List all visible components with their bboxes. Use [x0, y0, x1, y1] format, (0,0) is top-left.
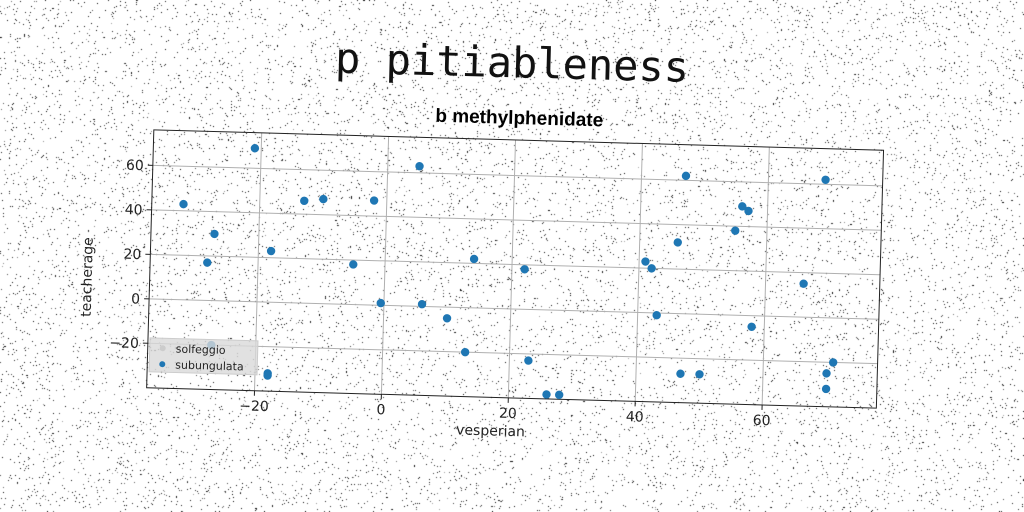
- data-point: [442, 314, 452, 323]
- data-point: [415, 162, 424, 171]
- data-point: [349, 260, 358, 269]
- data-point: [520, 265, 529, 274]
- y-gridline: [150, 253, 881, 276]
- data-point: [554, 390, 564, 400]
- data-point: [369, 196, 379, 205]
- y-gridline: [152, 164, 883, 187]
- y-tick-label: 0: [131, 291, 140, 307]
- data-points: [179, 144, 838, 400]
- legend-entry-subungulata: subungulata: [175, 359, 244, 374]
- data-point: [821, 384, 831, 394]
- data-point: [744, 206, 753, 216]
- y-gridline: [149, 298, 879, 320]
- y-tick-label: −20: [109, 335, 139, 352]
- legend-marker-subungulata: [159, 361, 166, 368]
- data-point: [821, 175, 830, 184]
- data-point: [747, 322, 756, 331]
- data-point: [376, 298, 385, 308]
- data-point: [319, 194, 328, 204]
- x-tick-label: 20: [499, 406, 517, 422]
- x-gridline: [634, 143, 643, 402]
- legend-entry-solfeggio: solfeggio: [176, 343, 227, 357]
- y-axis-label: teacherage: [79, 237, 97, 317]
- y-tick-label: 20: [123, 247, 141, 263]
- x-ticks: −20 0 20 40 60: [239, 390, 771, 429]
- y-ticks: −20 0 20 40 60: [109, 158, 153, 352]
- x-tick-label: −20: [239, 398, 269, 415]
- x-tick-label: 60: [753, 413, 771, 429]
- data-point: [647, 264, 656, 273]
- data-point: [250, 144, 260, 153]
- chart-subtitle: b methylphenidate: [435, 106, 603, 132]
- data-point: [828, 358, 838, 367]
- data-point: [641, 257, 650, 266]
- x-axis-label: vesperian: [456, 422, 525, 440]
- data-point: [738, 202, 747, 211]
- y-gridline: [151, 209, 882, 231]
- data-point: [524, 356, 533, 365]
- x-tick-label: 0: [376, 402, 385, 418]
- data-point: [460, 347, 470, 357]
- data-point: [266, 246, 276, 256]
- data-point: [822, 369, 831, 378]
- data-point: [676, 369, 685, 378]
- y-tick-label: 40: [125, 202, 143, 218]
- data-point: [179, 199, 188, 209]
- legend-box: [148, 337, 259, 376]
- data-point: [203, 258, 212, 267]
- data-point: [263, 371, 272, 380]
- y-gridline: [147, 342, 878, 365]
- data-point: [673, 238, 682, 247]
- x-gridline: [507, 139, 517, 398]
- data-point: [417, 300, 427, 309]
- data-point: [731, 226, 740, 235]
- data-point: [542, 390, 551, 399]
- grid: [147, 132, 883, 405]
- data-point: [210, 229, 219, 239]
- data-point: [300, 196, 309, 206]
- legend: solfeggio subungulata: [148, 337, 259, 376]
- legend-marker-solfeggio: [159, 345, 166, 352]
- data-point: [681, 171, 691, 181]
- data-point: [695, 370, 704, 379]
- data-point: [469, 254, 479, 264]
- plot-frame: [146, 129, 885, 409]
- data-point: [652, 311, 661, 320]
- x-gridline: [380, 136, 390, 395]
- y-tick-label: 60: [126, 158, 144, 174]
- data-point: [799, 279, 808, 288]
- x-gridline: [761, 147, 770, 405]
- x-tick-label: 40: [626, 409, 644, 425]
